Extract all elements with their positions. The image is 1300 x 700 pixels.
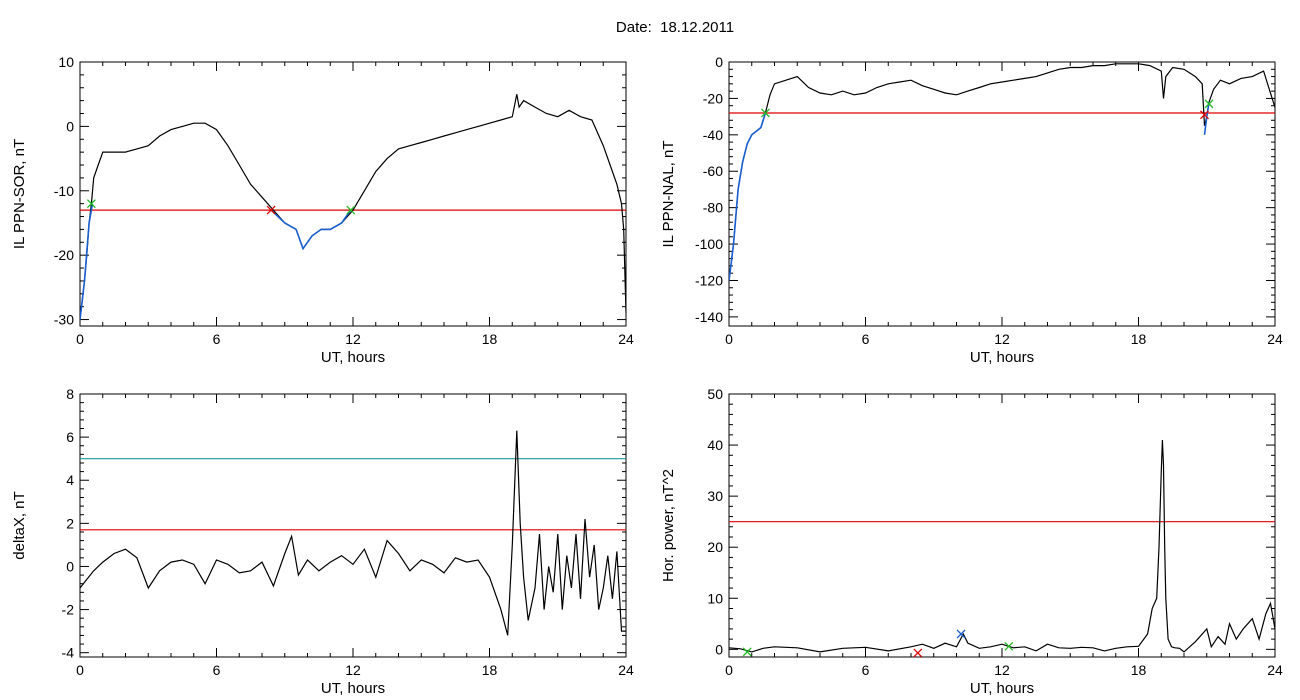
y-axis-label: Hor. power, nT^2: [660, 469, 677, 582]
x-tick-label: 18: [1131, 331, 1147, 347]
y-tick-label: 2: [66, 515, 74, 531]
x-tick-label: 0: [725, 331, 733, 347]
x-axis-label: UT, hours: [970, 680, 1034, 697]
plot-panel-1: 0 6 12 18 24 -30 -20 -10 0 10 UT, hours IL PPN-SOR,…: [11, 54, 634, 366]
plot-panel-2: 0 6 12 18 24 -140 -120 -100 -80 -60 -40 -20 0 UT, hou…: [660, 54, 1283, 366]
y-tick-label: -20: [54, 247, 74, 263]
figure-date-title: Date: 18.12.2011: [0, 19, 1300, 36]
date-label: Date:: [615, 19, 652, 36]
y-tick-label: -100: [695, 236, 723, 252]
y-tick-label: -140: [695, 309, 723, 325]
y-tick-label: -2: [62, 602, 75, 618]
y-tick-label: 0: [66, 558, 74, 574]
x-tick-label: 12: [994, 331, 1010, 347]
plot-frame: [728, 393, 1276, 658]
y-tick-label: -80: [703, 200, 723, 216]
highlight-segment: [729, 112, 767, 281]
plot-frame: [728, 61, 1276, 327]
plot-frame: [79, 393, 627, 658]
x-tick-label: 18: [1131, 662, 1147, 678]
x-tick-label: 24: [1267, 662, 1283, 678]
event-marker-green: [1004, 641, 1014, 651]
x-tick-label: 6: [862, 662, 870, 678]
event-marker-red: [266, 205, 276, 215]
plot-panel-4: 0 6 12 18 24 0 10 20 30 40 50 UT, hours Hor. power, …: [660, 386, 1283, 697]
y-tick-label: -10: [54, 183, 74, 199]
y-tick-label: -20: [703, 90, 723, 106]
y-tick-label: 0: [66, 118, 74, 134]
y-tick-label: 40: [707, 437, 723, 453]
event-marker-green: [760, 108, 770, 118]
y-tick-label: 20: [707, 539, 723, 555]
x-tick-label: 0: [725, 662, 733, 678]
y-axis-label: IL PPN-SOR, nT: [11, 139, 28, 249]
y-axis-label: deltaX, nT: [11, 491, 28, 559]
y-tick-label: 8: [66, 386, 74, 402]
x-tick-label: 12: [345, 331, 361, 347]
y-tick-label: -30: [54, 312, 74, 328]
x-tick-label: 24: [618, 662, 634, 678]
y-tick-label: 6: [66, 429, 74, 445]
y-tick-label: -4: [62, 645, 75, 661]
series-trace: [729, 63, 1275, 281]
event-marker-red: [913, 648, 923, 658]
y-tick-label: 0: [715, 54, 723, 70]
event-marker-green: [86, 199, 96, 209]
x-tick-label: 6: [862, 331, 870, 347]
x-tick-label: 24: [1267, 331, 1283, 347]
series-trace: [80, 430, 626, 636]
y-axis-label: IL PPN-NAL, nT: [660, 141, 677, 248]
event-marker-green: [346, 205, 356, 215]
y-tick-label: 30: [707, 488, 723, 504]
x-axis-label: UT, hours: [321, 680, 385, 697]
x-axis-label: UT, hours: [321, 349, 385, 366]
y-tick-label: 10: [707, 590, 723, 606]
x-axis-label: UT, hours: [970, 349, 1034, 366]
x-tick-label: 6: [213, 662, 221, 678]
event-marker-green: [1204, 99, 1214, 109]
x-tick-label: 0: [76, 662, 84, 678]
event-marker-blue: [956, 629, 966, 639]
y-tick-label: -40: [703, 127, 723, 143]
y-tick-label: 50: [707, 386, 723, 402]
y-tick-label: 10: [58, 54, 74, 70]
y-tick-label: 4: [66, 472, 74, 488]
date-value: 18.12.2011: [660, 19, 735, 36]
x-tick-label: 0: [76, 331, 84, 347]
series-trace: [80, 94, 626, 320]
plot-frame: [79, 61, 627, 327]
highlight-segment: [80, 203, 94, 320]
x-tick-label: 6: [213, 331, 221, 347]
x-tick-label: 12: [345, 662, 361, 678]
x-tick-label: 18: [482, 331, 498, 347]
series-trace: [729, 439, 1275, 653]
event-marker-red: [1200, 110, 1209, 120]
y-tick-label: 0: [715, 641, 723, 657]
x-tick-label: 12: [994, 662, 1010, 678]
y-tick-label: -120: [695, 272, 723, 288]
x-tick-label: 24: [618, 331, 634, 347]
y-tick-label: -60: [703, 163, 723, 179]
x-tick-label: 18: [482, 662, 498, 678]
event-marker-green: [742, 647, 752, 657]
highlight-segment: [270, 209, 352, 251]
